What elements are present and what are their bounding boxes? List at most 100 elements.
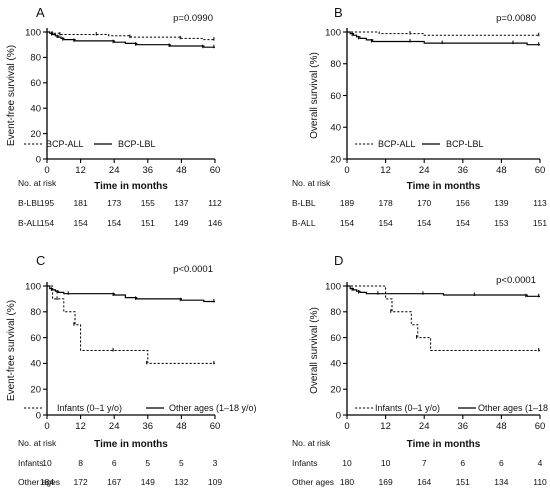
panel-d-legend-solid-label: Other ages (1–18 y/o) [478,403,550,413]
panel-b-series-solid [347,31,540,46]
panel-a-y-tick-label: 80 [30,53,41,64]
panel-d-risk-header: No. at risk [292,438,331,448]
panel-a-risk-value: 195 [40,198,54,208]
panel-c-y-tick-label: 20 [30,385,41,396]
panel-c-y-tick-label: 80 [30,307,41,318]
panel-d-x-tick-label: 24 [419,421,430,432]
panel-a-risk-value: 154 [107,218,121,228]
panel-a-x-tick-label: 12 [75,165,86,176]
panel-c-risk-row-label: Other ages [18,477,60,487]
panel-c-risk-value: 149 [141,477,155,487]
panel-b-p-value: p=0.0080 [496,13,536,24]
panel-c-risk-value: 167 [107,477,121,487]
panel-d-risk-value: 180 [340,477,354,487]
panel-d-risk-value: 4 [538,458,543,468]
panel-a-y-tick-label: 20 [30,129,41,140]
panel-b-risk-value: 154 [340,218,354,228]
panel-a-y-tick-label: 60 [30,78,41,89]
panel-b-risk-value: 170 [417,198,431,208]
panel-c-risk-value: 5 [145,458,150,468]
panel-c-letter: C [36,253,45,268]
panel-c-risk-value: 184 [40,477,54,487]
panel-a-y-axis-label: Event-free survival (%) [6,45,17,146]
panel-b-risk-header: No. at risk [292,178,331,188]
panel-c-risk-value: 5 [179,458,184,468]
panel-c-y-tick-label: 100 [25,281,41,292]
panel-d-y-axis-label: Overall survival (%) [309,307,320,394]
panel-b-y-tick-label: 60 [330,91,341,102]
panel-d-p-value: p<0.0001 [496,275,536,286]
panel-d-risk-value: 10 [342,458,352,468]
panel-b-letter: B [334,5,343,20]
panel-c-y-tick-label: 60 [30,333,41,344]
panel-b-legend-solid-label: BCP-LBL [446,139,484,149]
panel-a-risk-value: 151 [141,218,155,228]
panel-b-y-tick-label: 100 [325,27,341,38]
panel-d-legend-dashed-label: Infants (0–1 y/o) [375,403,440,413]
panel-b-risk-value: 154 [456,218,470,228]
panel-d-letter: D [334,253,343,268]
panel-a-risk-value: 112 [208,198,222,208]
panel-d-series-solid [347,285,540,297]
panel-a-risk-header: No. at risk [18,178,57,188]
panel-c-risk-value: 8 [78,458,83,468]
panel-b-risk-value: 153 [494,218,508,228]
panel-c-x-tick-label: 0 [44,421,49,432]
panel-c-p-value: p<0.0001 [173,264,213,275]
panel-b-risk-value: 151 [533,218,547,228]
panel-b-risk-row-label: B-LBL [292,198,316,208]
panel-d-risk-value: 6 [460,458,465,468]
panel-d-x-tick-label: 12 [380,421,391,432]
panel-a-risk-value: 154 [40,218,54,228]
panel-b-x-tick-label: 0 [344,165,349,176]
panel-a-risk-value: 137 [174,198,188,208]
panel-a-legend-solid-label: BCP-LBL [118,139,156,149]
panel-d-y-tick-label: 100 [325,281,341,292]
panel-b-x-axis-label: Time in months [407,181,481,192]
panel-a-risk-value: 173 [107,198,121,208]
panel-d-risk-value: 134 [494,477,508,487]
panel-c-risk-value: 10 [42,458,52,468]
panel-b-legend-dashed-label: BCP-ALL [378,139,416,149]
panel-c-risk-value: 172 [74,477,88,487]
panel-d-risk-value: 169 [379,477,393,487]
panel-d-x-tick-label: 60 [535,421,546,432]
panel-a-risk-row-label: B-LBL [18,198,42,208]
panel-d-risk-value: 110 [533,477,547,487]
panel-d-x-tick-label: 48 [496,421,507,432]
panel-b-x-tick-label: 24 [419,165,430,176]
panel-b-risk-value: 189 [340,198,354,208]
panel-a-y-tick-label: 40 [30,104,41,115]
panel-d-risk-value: 151 [456,477,470,487]
panel-a-x-tick-label: 48 [176,165,187,176]
panel-b-y-axis-label: Overall survival (%) [309,52,320,139]
panel-a-x-tick-label: 36 [143,165,154,176]
panel-d-y-tick-label: 0 [336,410,341,421]
panel-d-risk-row-label: Infants [292,458,318,468]
panel-a-risk-value: 154 [74,218,88,228]
panel-c-risk-value: 6 [112,458,117,468]
panel-d-risk-value: 164 [417,477,431,487]
panel-c-x-tick-label: 24 [109,421,120,432]
panel-c-x-tick-label: 12 [75,421,86,432]
panel-c-x-axis-label: Time in months [94,439,168,450]
panel-a-x-tick-label: 24 [109,165,120,176]
panel-a-risk-value: 155 [141,198,155,208]
panel-c-x-tick-label: 48 [176,421,187,432]
panel-d-x-tick-label: 0 [344,421,349,432]
panel-b-risk-value: 154 [379,218,393,228]
panel-b-risk-value: 113 [533,198,547,208]
panel-c-series-dashed [47,285,215,364]
panel-b-x-tick-label: 12 [380,165,391,176]
panel-c-risk-value: 3 [213,458,218,468]
panel-a-x-tick-label: 0 [44,165,49,176]
panel-b-risk-value: 139 [494,198,508,208]
panel-c-y-axis-label: Event-free survival (%) [6,300,17,401]
panel-c-risk-value: 109 [208,477,222,487]
panel-c-legend-dashed-label: Infants (0–1 y/o) [57,403,122,413]
panel-a-p-value: p=0.0990 [173,13,213,24]
panel-b-y-tick-label: 20 [330,154,341,165]
panel-c-risk-row-label: Infants [18,458,44,468]
panel-b-risk-value: 156 [456,198,470,208]
